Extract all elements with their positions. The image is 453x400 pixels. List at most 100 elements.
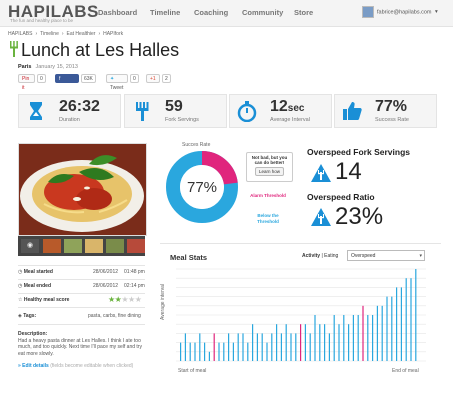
- chart-bar: [381, 305, 383, 361]
- chart-bar: [343, 315, 345, 361]
- meal-stats-panel: [160, 243, 441, 384]
- share-button[interactable]: f Share: [55, 74, 79, 91]
- nav-dashboard[interactable]: Dashboard: [98, 8, 138, 17]
- stat-label: Duration: [59, 117, 80, 123]
- meal-started-date: 28/06/2012: [93, 269, 119, 275]
- healthy-score-row: ☆ Healthy meal score: [18, 297, 69, 303]
- stat-unit: sec: [287, 103, 305, 114]
- stat-label: Success Rate: [375, 117, 409, 123]
- chart-bar: [300, 324, 302, 361]
- fork-icon: [136, 102, 149, 121]
- stat-success-rate: 77% Success Rate: [334, 94, 437, 128]
- chart-bar: [280, 333, 282, 361]
- user-menu[interactable]: fabrice@hapilabs.com ▾: [362, 6, 438, 18]
- divider: [18, 279, 145, 280]
- chart-bar: [218, 342, 220, 361]
- meal-stats-title: Meal Stats: [170, 253, 208, 262]
- divider: [18, 293, 145, 294]
- tweet-count: 0: [130, 74, 139, 83]
- chart-bar: [314, 315, 316, 361]
- description-text: Had a heavy pasta dinner at Les Halles. …: [18, 337, 142, 357]
- learn-how-button[interactable]: Learn how: [254, 167, 284, 176]
- meal-started-row: ◷ Meal started: [18, 269, 53, 275]
- star-filled-icon: ★: [108, 295, 115, 304]
- breadcrumb-sep: ›: [61, 31, 64, 37]
- breadcrumb-hapifork: HAPIfork: [103, 31, 124, 37]
- meal-ended-label: Meal ended: [23, 283, 51, 289]
- camera-icon[interactable]: ◉: [21, 239, 39, 253]
- nav-timeline[interactable]: Timeline: [150, 8, 181, 17]
- tag-icon: ◈: [18, 313, 24, 319]
- edit-details-label: » Edit details: [18, 363, 49, 369]
- gauge-title: Succes Rate: [182, 142, 211, 148]
- chart-bar: [232, 342, 234, 361]
- chart-bar: [252, 324, 254, 361]
- chart-bar: [304, 324, 306, 361]
- meal-description: Description: Had a heavy pasta dinner at…: [18, 331, 146, 357]
- below-threshold-label: Below the Threshold: [257, 213, 279, 224]
- chart-bar: [295, 333, 297, 361]
- chart-bar: [328, 333, 330, 361]
- hapilabs-logo[interactable]: HAPILABS: [8, 2, 99, 22]
- photo-thumbnail[interactable]: [106, 239, 124, 253]
- clock-icon: ◷: [18, 283, 24, 289]
- overspeed-ratio-title: Overspeed Ratio: [307, 192, 375, 202]
- activity-tab[interactable]: Activity: [302, 253, 321, 259]
- stat-fork-servings: 59 Fork Servings: [124, 94, 227, 128]
- chart-bar: [410, 278, 412, 361]
- meal-ended-time: 02:14 pm: [124, 283, 145, 289]
- chart-bar: [237, 333, 239, 361]
- tags-label: Tags:: [23, 313, 37, 319]
- photo-thumbnail[interactable]: [64, 239, 82, 253]
- alarm-threshold-label: Alarm Threshold: [250, 193, 286, 198]
- stat-duration: 26:32 Duration: [18, 94, 121, 128]
- meal-ended-date: 28/06/2012: [93, 283, 119, 289]
- healthy-score-label: Healthy meal score: [23, 297, 70, 303]
- metric-select[interactable]: Overspeed ▾: [347, 250, 425, 261]
- pin-it-button[interactable]: Pin it: [18, 74, 35, 91]
- thumbs-up-icon: [343, 102, 362, 120]
- stat-value: 77%: [375, 98, 408, 115]
- top-bar: HAPILABS The fun and healthy place to be…: [0, 0, 453, 27]
- photo-thumbnail[interactable]: [85, 239, 103, 253]
- fork-icon: [10, 41, 18, 57]
- chart-bar: [372, 315, 374, 361]
- chart-bar: [271, 333, 273, 361]
- clock-icon: ◷: [18, 269, 24, 275]
- success-rate-gauge: 77%: [166, 151, 238, 223]
- chart-bar: [189, 342, 191, 361]
- photo-thumbnail[interactable]: [127, 239, 145, 253]
- chart-bar: [309, 333, 311, 361]
- feedback-bubble: Not bad, but you can do better! Learn ho…: [246, 152, 293, 182]
- breadcrumb: HAPILABS › Timeline › Eat Healthier › HAPIfork: [8, 31, 126, 37]
- nav-coaching[interactable]: Coaching: [194, 8, 229, 17]
- divider: [18, 324, 145, 325]
- stat-value: 26:32: [59, 98, 100, 115]
- gauge-value: 77%: [187, 179, 217, 196]
- avatar: [362, 6, 374, 18]
- breadcrumb-hapilabs[interactable]: HAPILABS: [8, 31, 33, 37]
- chart-bar: [362, 305, 364, 361]
- photo-thumbnail-strip: ◉: [18, 236, 145, 256]
- healthy-score-stars: ★★★★★: [108, 295, 142, 304]
- star-empty-icon: ★: [128, 295, 135, 304]
- chart-bar: [208, 351, 210, 361]
- meal-photo[interactable]: [18, 143, 147, 236]
- nav-community[interactable]: Community: [242, 8, 284, 17]
- chart-bar: [400, 287, 402, 361]
- nav-store[interactable]: Store: [294, 8, 314, 17]
- fork-warning-icon: [311, 164, 331, 182]
- breadcrumb-eat-healthier[interactable]: Eat Healthier: [66, 31, 96, 37]
- chart-bar: [261, 333, 263, 361]
- chart-bar: [386, 296, 388, 361]
- breadcrumb-timeline[interactable]: Timeline: [40, 31, 59, 37]
- chart-bar: [338, 324, 340, 361]
- gauge-fail-arc: [166, 151, 238, 223]
- share-label: Share: [59, 85, 73, 91]
- photo-thumbnail[interactable]: [43, 239, 61, 253]
- tweet-button[interactable]: ✦ Tweet: [106, 74, 128, 91]
- eating-tab[interactable]: Eating: [324, 253, 339, 259]
- chart-bar: [352, 315, 354, 361]
- gplus-button[interactable]: +1: [146, 74, 160, 83]
- edit-details-link[interactable]: » Edit details (fields become editable w…: [18, 363, 133, 369]
